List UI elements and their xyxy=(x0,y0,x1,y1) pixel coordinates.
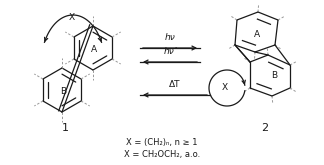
Text: X = CH₂OCH₂, a.o.: X = CH₂OCH₂, a.o. xyxy=(124,150,200,160)
Text: X: X xyxy=(222,83,228,93)
Text: 2: 2 xyxy=(261,123,269,133)
Text: ΔT: ΔT xyxy=(169,80,181,89)
Text: A: A xyxy=(91,45,97,53)
Text: B: B xyxy=(60,86,66,96)
Text: A: A xyxy=(254,30,260,39)
Text: hν: hν xyxy=(165,33,175,42)
Text: 1: 1 xyxy=(62,123,68,133)
Text: X: X xyxy=(69,14,75,22)
Text: hν’: hν’ xyxy=(163,47,177,56)
Text: B: B xyxy=(271,71,277,80)
Text: X = (CH₂)ₙ, n ≥ 1: X = (CH₂)ₙ, n ≥ 1 xyxy=(126,138,198,148)
